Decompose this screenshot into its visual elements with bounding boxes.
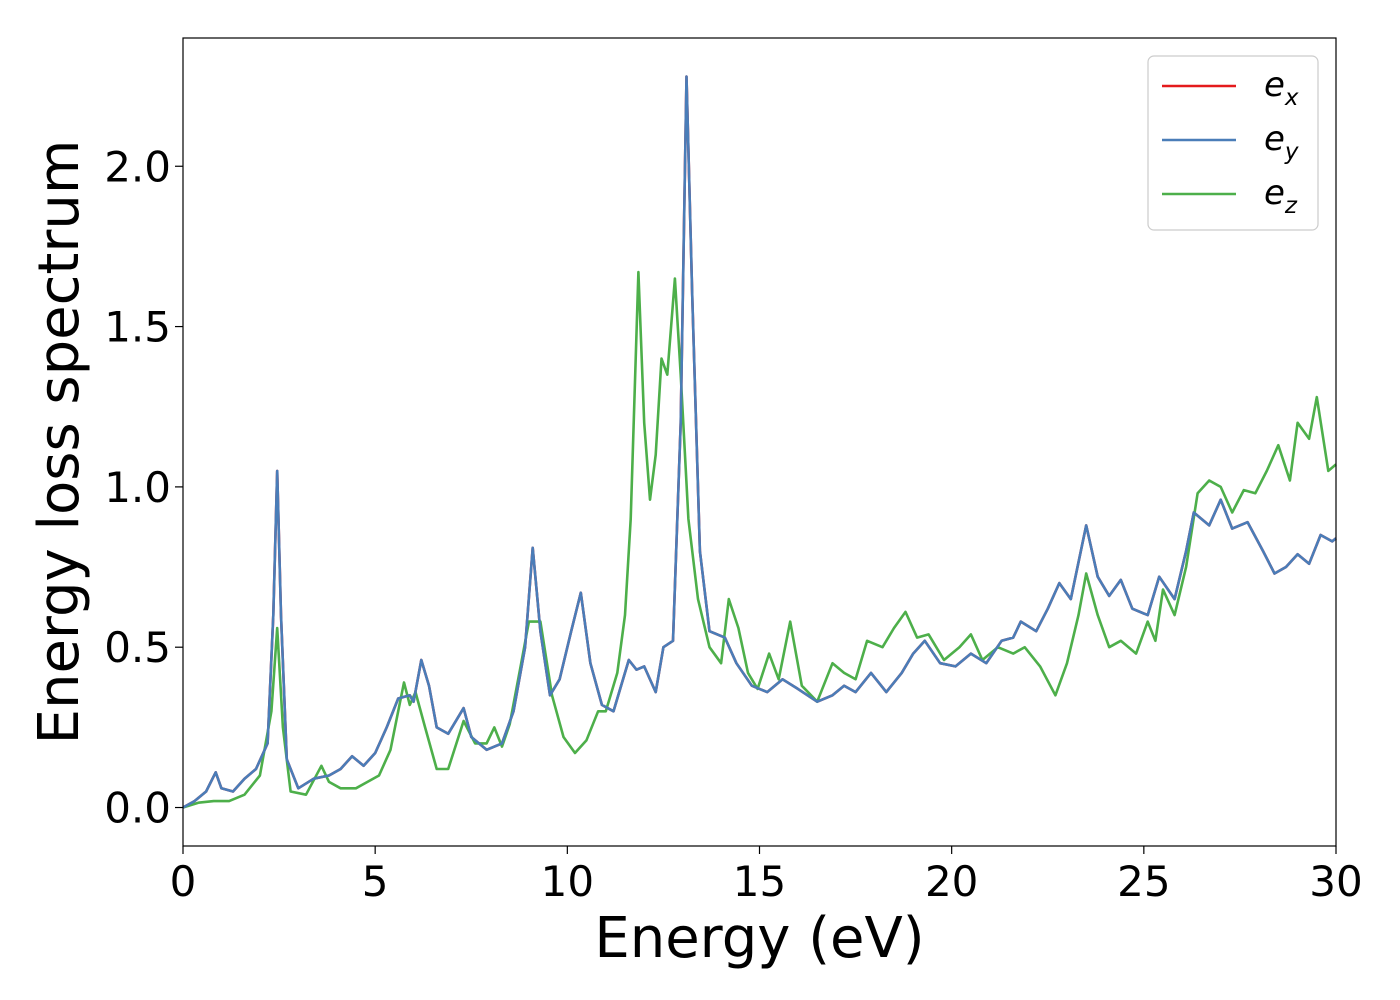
legend-label-subscript: x: [1284, 85, 1299, 111]
x-axis-label: Energy (eV): [594, 906, 924, 971]
legend-label-ez: ez: [1264, 173, 1298, 219]
x-tick-label: 5: [362, 857, 389, 906]
series-line-ey: [182, 75, 1337, 809]
legend-label-base: e: [1264, 173, 1285, 213]
legend-label-ey: ey: [1264, 119, 1299, 165]
y-tick-label: 1.5: [104, 303, 171, 352]
x-tick-label: 30: [1309, 857, 1362, 906]
x-tick-label: 10: [541, 857, 594, 906]
legend-label-ex: ex: [1264, 65, 1299, 111]
x-tick-label: 15: [733, 857, 786, 906]
plot-area-frame: [182, 37, 1337, 847]
legend-label-subscript: y: [1284, 139, 1299, 165]
x-tick-label: 0: [170, 857, 197, 906]
series-lines: [182, 75, 1337, 809]
y-tick-label: 0.5: [104, 623, 171, 672]
x-tick-label: 20: [925, 857, 978, 906]
y-axis-label: Energy loss spectrum: [27, 140, 92, 745]
series-line-ez: [182, 270, 1337, 809]
x-tick-label: 25: [1117, 857, 1170, 906]
axis-ticks: 0 5 10 15 20 25 30 0.0 0.5 1.0 1.5 2.0: [104, 142, 1363, 906]
y-tick-label: 0.0: [104, 784, 171, 833]
legend-label-base: e: [1264, 65, 1285, 105]
legend-label-base: e: [1264, 119, 1285, 159]
y-tick-label: 1.0: [104, 463, 171, 512]
y-tick-label: 2.0: [104, 142, 171, 191]
legend-box: [1147, 55, 1319, 231]
legend-label-subscript: z: [1284, 193, 1298, 219]
